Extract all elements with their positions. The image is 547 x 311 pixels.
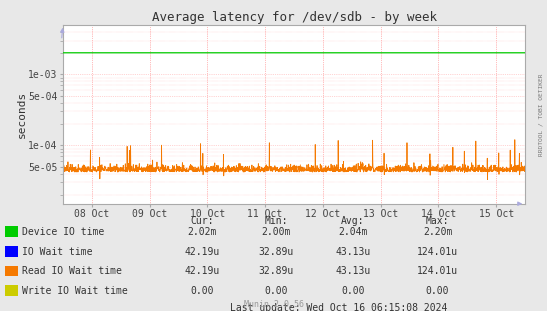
Text: 32.89u: 32.89u: [259, 247, 294, 257]
Text: 2.04m: 2.04m: [338, 227, 368, 237]
Text: Avg:: Avg:: [341, 216, 364, 226]
Text: Max:: Max:: [426, 216, 449, 226]
Title: Average latency for /dev/sdb - by week: Average latency for /dev/sdb - by week: [152, 11, 437, 24]
Text: 0.00: 0.00: [341, 286, 364, 296]
Text: Device IO time: Device IO time: [22, 227, 104, 237]
Text: 42.19u: 42.19u: [185, 266, 220, 276]
Text: 32.89u: 32.89u: [259, 266, 294, 276]
Text: Read IO Wait time: Read IO Wait time: [22, 266, 122, 276]
Text: 42.19u: 42.19u: [185, 247, 220, 257]
Text: 0.00: 0.00: [191, 286, 214, 296]
Text: 43.13u: 43.13u: [335, 247, 370, 257]
Text: RRDTOOL / TOBI OETIKER: RRDTOOL / TOBI OETIKER: [538, 74, 543, 156]
Text: Write IO Wait time: Write IO Wait time: [22, 286, 127, 296]
Text: 124.01u: 124.01u: [417, 266, 458, 276]
Text: 2.20m: 2.20m: [423, 227, 452, 237]
Text: Cur:: Cur:: [191, 216, 214, 226]
Text: 2.02m: 2.02m: [188, 227, 217, 237]
Text: IO Wait time: IO Wait time: [22, 247, 92, 257]
Text: 124.01u: 124.01u: [417, 247, 458, 257]
Y-axis label: seconds: seconds: [16, 91, 27, 138]
Text: 0.00: 0.00: [426, 286, 449, 296]
Text: 0.00: 0.00: [265, 286, 288, 296]
Text: Min:: Min:: [265, 216, 288, 226]
Text: Munin 2.0.56: Munin 2.0.56: [243, 299, 304, 309]
Text: 43.13u: 43.13u: [335, 266, 370, 276]
Text: 2.00m: 2.00m: [261, 227, 291, 237]
Text: Last update: Wed Oct 16 06:15:08 2024: Last update: Wed Oct 16 06:15:08 2024: [230, 303, 448, 311]
